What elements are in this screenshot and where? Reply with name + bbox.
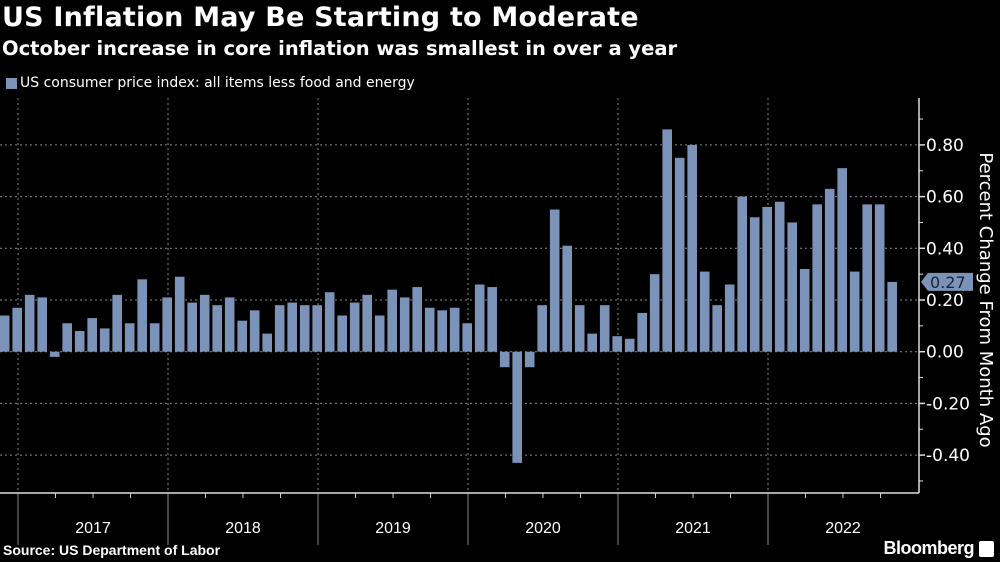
bar-2022-07 [849, 271, 860, 352]
source-note: Source: US Department of Labor [3, 542, 221, 558]
bar-2021-03 [649, 274, 660, 352]
bar-2019-02 [337, 315, 347, 352]
bar-2017-07 [99, 328, 110, 352]
bar-2020-11 [599, 305, 610, 352]
bar-2022-06 [837, 168, 847, 352]
bar-2021-06 [687, 144, 697, 352]
bar-2018-05 [224, 297, 235, 352]
bar-2018-01 [174, 276, 185, 352]
bar-2019-07 [399, 297, 410, 352]
bar-2021-12 [762, 206, 772, 352]
bar-2020-04 [512, 351, 522, 463]
bar-2017-08 [112, 294, 122, 352]
bar-2017-05 [74, 331, 85, 352]
bar-2021-05 [674, 157, 685, 352]
bar-2018-12 [312, 305, 322, 352]
bar-2019-11 [449, 307, 460, 352]
bar-2020-09 [574, 305, 585, 352]
bar-2021-02 [637, 312, 647, 352]
bar-2019-04 [362, 294, 372, 352]
bar-2017-11 [149, 323, 160, 352]
bar-2022-03 [799, 268, 810, 352]
bar-2020-07 [549, 209, 560, 352]
bar-2019-06 [387, 289, 397, 352]
y-tick-label: 0.60 [926, 188, 964, 208]
bar-2018-04 [212, 305, 222, 352]
bar-2018-02 [187, 302, 197, 352]
bar-2020-08 [562, 245, 572, 352]
bar-2019-12 [462, 323, 472, 352]
bar-2016-11 [0, 315, 10, 352]
x-tick-label: 2019 [375, 520, 411, 537]
bar-2021-09 [724, 284, 735, 352]
bar-2020-10 [587, 333, 597, 352]
bloomberg-terminal-icon [979, 541, 994, 557]
bar-2017-09 [124, 323, 135, 352]
bar-2018-09 [274, 305, 285, 352]
chart-title: US Inflation May Be Starting to Moderate [2, 2, 639, 33]
bloomberg-logo: Bloomberg [883, 538, 974, 558]
x-tick-label: 2020 [525, 520, 561, 537]
bar-2022-05 [824, 188, 835, 352]
bar-2017-04 [62, 323, 72, 352]
bar-2020-06 [537, 305, 547, 352]
bar-2018-11 [299, 305, 310, 352]
bar-2021-01 [624, 338, 635, 352]
last-value-label: 0.27 [930, 273, 966, 292]
bar-2019-03 [349, 302, 360, 352]
y-tick-label: 0.80 [926, 136, 964, 156]
bar-2017-06 [87, 318, 97, 352]
bar-2018-07 [249, 310, 260, 352]
last-value-callout [921, 272, 973, 291]
y-tick-label: -0.20 [926, 394, 970, 414]
bar-2017-01 [24, 294, 35, 352]
bar-2017-12 [162, 297, 172, 352]
x-tick-label: 2018 [225, 520, 261, 537]
y-tick-label: 0.00 [926, 343, 964, 363]
bar-2021-11 [749, 217, 760, 352]
bar-2018-08 [262, 333, 272, 352]
legend-swatch [6, 77, 17, 89]
bar-2019-10 [437, 310, 447, 352]
y-tick-label: 0.20 [926, 291, 964, 311]
bar-2020-02 [487, 287, 497, 352]
bar-2021-08 [712, 305, 722, 352]
bar-2018-03 [199, 294, 210, 352]
y-tick-label: -0.40 [926, 446, 970, 466]
bar-2019-01 [324, 292, 335, 352]
bar-2020-01 [474, 284, 485, 352]
bar-2016-12 [12, 307, 22, 352]
bar-2019-05 [374, 315, 385, 352]
legend: US consumer price index: all items less … [6, 75, 415, 91]
bar-2017-10 [137, 279, 147, 352]
bar-2017-02 [37, 297, 47, 352]
bar-2022-08 [862, 204, 872, 352]
x-tick-label: 2022 [825, 520, 861, 537]
bar-2022-01 [774, 201, 785, 352]
bar-2021-04 [662, 129, 672, 352]
chart-subtitle: October increase in core inflation was s… [2, 37, 678, 60]
bar-2017-03 [49, 351, 60, 357]
bar-2020-03 [499, 351, 510, 368]
bar-2022-02 [787, 222, 797, 352]
bar-2019-09 [424, 307, 435, 352]
bar-2018-10 [287, 302, 297, 352]
x-tick-label: 2021 [675, 520, 711, 537]
bar-2020-05 [524, 351, 535, 368]
y-axis-title: Percent Change From Month Ago [975, 152, 996, 447]
bar-2022-09 [874, 204, 885, 352]
bar-2018-06 [237, 320, 247, 352]
bar-2020-12 [612, 336, 622, 352]
bar-2022-10 [887, 281, 897, 352]
x-tick-label: 2017 [75, 520, 111, 537]
bar-2021-10 [737, 196, 747, 352]
bar-2019-08 [412, 287, 422, 352]
legend-label: US consumer price index: all items less … [20, 75, 415, 91]
bar-2021-07 [699, 271, 710, 352]
y-tick-label: 0.40 [926, 239, 964, 259]
bar-2022-04 [812, 204, 822, 352]
